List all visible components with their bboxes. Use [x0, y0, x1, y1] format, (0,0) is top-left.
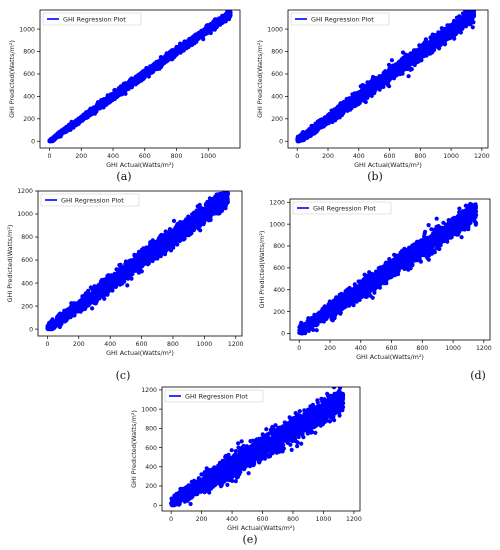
data-point: [157, 61, 162, 66]
x-tick-label: 1000: [200, 153, 216, 160]
data-point: [65, 125, 70, 130]
data-point: [363, 99, 368, 105]
data-point: [150, 69, 155, 74]
data-point: [437, 46, 442, 51]
data-point: [120, 91, 125, 97]
data-point: [184, 42, 189, 48]
data-point: [93, 105, 98, 110]
caption-a: (a): [116, 170, 132, 183]
data-point: [84, 115, 89, 120]
y-tick-label: 1000: [19, 26, 35, 33]
data-point: [400, 50, 406, 55]
data-point: [460, 11, 466, 16]
data-point: [103, 101, 108, 106]
data-point: [133, 80, 138, 85]
x-tick-label: 400: [107, 153, 119, 160]
plot-frame: [39, 9, 241, 149]
scatter-plot-b: 0 200 400 600 800 1000 120002004006008001000GH…: [256, 9, 490, 169]
data-point: [153, 61, 158, 66]
data-point: [206, 26, 211, 31]
legend: GHI Regression Plot: [42, 12, 142, 26]
x-axis-label: GHI Actual(Watts/m²): [106, 161, 174, 169]
data-point: [129, 76, 134, 81]
data-point: [91, 109, 96, 114]
data-point: [178, 41, 183, 46]
data-point: [358, 84, 363, 89]
y-tick-label: 400: [23, 94, 35, 101]
data-point: [386, 62, 392, 67]
chart-panel-b: 0 200 400 600 800 1000 1200 0 200 400 600 800 1000 GH…: [250, 0, 500, 185]
x-tick-label: 200: [75, 153, 87, 160]
data-point: [180, 44, 185, 49]
x-tick-label: 0: [48, 153, 52, 160]
data-point: [121, 83, 126, 88]
data-point: [115, 92, 120, 97]
data-point: [124, 85, 129, 90]
data-point: [430, 32, 435, 37]
data-point: [225, 13, 230, 18]
data-point: [419, 57, 424, 62]
data-point: [110, 95, 115, 100]
scatter-plot-a: 0 200 400 600 800 1000 0 200 400 600 800 1000 GHI Ac…: [8, 9, 241, 169]
data-point: [423, 37, 428, 42]
y-axis-label: GHI Predicted(Watts/m²): [8, 40, 16, 118]
data-point: [166, 53, 171, 58]
data-point: [162, 57, 167, 63]
y-tick-label: 800: [23, 49, 35, 56]
legend-box: [42, 12, 142, 26]
data-point: [76, 119, 82, 124]
data-point: [325, 120, 330, 125]
data-point: [218, 21, 224, 26]
data-point: [321, 123, 326, 129]
data-point: [211, 24, 216, 29]
data-point: [177, 46, 182, 51]
scatter-points: [295, 10, 477, 144]
y-tick-label: 600: [23, 71, 35, 78]
y-tick-label: 200: [23, 116, 35, 123]
data-point: [48, 138, 53, 143]
data-point: [118, 88, 123, 93]
legend-label: GHI Regression Plot: [63, 15, 126, 23]
data-point: [171, 51, 176, 57]
data-point: [178, 50, 183, 55]
data-point: [197, 35, 202, 40]
data-point: [147, 66, 152, 71]
data-point: [389, 58, 394, 63]
data-point: [190, 39, 195, 44]
data-point: [442, 42, 448, 47]
data-point: [215, 18, 220, 23]
y-tick-label: 0: [31, 138, 35, 145]
chart-panel-a: 0 200 400 600 800 1000 0 200 400 600 800 1000 GHI Ac…: [0, 0, 250, 185]
data-point: [80, 114, 85, 119]
x-tick-label: 800: [171, 153, 183, 160]
scatter-points: [47, 10, 233, 144]
data-point: [445, 23, 450, 28]
data-point: [470, 25, 475, 30]
data-point: [150, 64, 156, 69]
x-tick-label: 600: [139, 153, 151, 160]
data-point: [55, 134, 60, 139]
data-point: [144, 69, 149, 74]
data-point: [138, 77, 143, 82]
data-point: [213, 22, 218, 27]
data-point: [142, 75, 147, 80]
data-point: [139, 70, 144, 75]
data-point: [187, 40, 192, 45]
data-point: [104, 96, 110, 101]
data-point: [223, 18, 228, 23]
data-point: [157, 65, 162, 70]
